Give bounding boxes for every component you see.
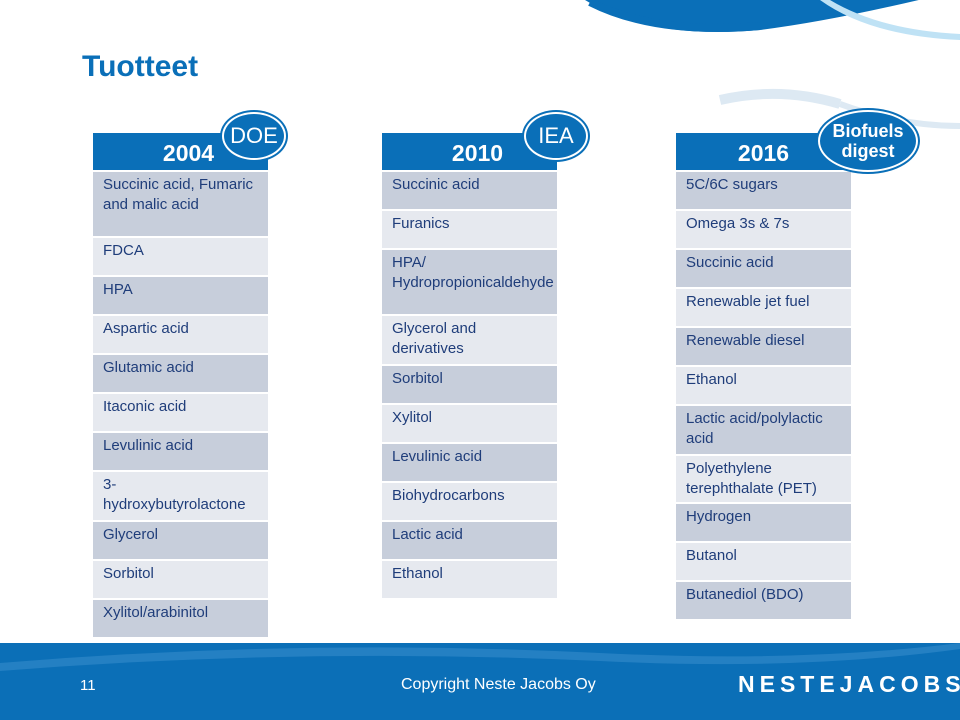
list-item: Polyethylene terephthalate (PET) (676, 456, 851, 502)
list-item: Levulinic acid (93, 433, 268, 470)
list-item: Aspartic acid (93, 316, 268, 353)
list-item: Butanol (676, 543, 851, 580)
source-badge-iea: IEA (524, 112, 588, 160)
badge-line: Biofuels (832, 121, 904, 141)
list-item: HPA (93, 277, 268, 314)
list-item: 3-hydroxybutyrolactone (93, 472, 268, 520)
footer-wave (0, 643, 960, 671)
badge-line: digest (841, 141, 895, 161)
list-item: Glycerol (93, 522, 268, 559)
column-2016: 2016 5C/6C sugars Omega 3s & 7s Succinic… (676, 133, 851, 621)
list-item: 5C/6C sugars (676, 172, 851, 209)
list-item: Succinic acid (676, 250, 851, 287)
list-item: Omega 3s & 7s (676, 211, 851, 248)
list-item: Glutamic acid (93, 355, 268, 392)
list-item: Levulinic acid (382, 444, 557, 481)
column-2004: 2004 Succinic acid, Fumaric and malic ac… (93, 133, 268, 639)
year-label: 2004 (162, 140, 215, 166)
year-label: 2016 (737, 140, 790, 166)
neste-jacobs-logo: NESTEJACOBS (738, 671, 960, 697)
list-item: Xylitol/arabinitol (93, 600, 268, 637)
list-item: Ethanol (676, 367, 851, 404)
page-number: 11 (80, 677, 96, 694)
list-item: Glycerol and derivatives (382, 316, 557, 364)
list-item: Succinic acid, Fumaric and malic acid (93, 172, 268, 236)
list-item: Itaconic acid (93, 394, 268, 431)
page-title: Tuotteet (82, 50, 199, 83)
list-item: Succinic acid (382, 172, 557, 209)
year-label: 2010 (451, 140, 504, 166)
column-header: 2004 (93, 133, 268, 170)
list-item: Sorbitol (382, 366, 557, 403)
column-2010: 2010 Succinic acid Furanics HPA/ Hydropr… (382, 133, 557, 600)
list-item: Furanics (382, 211, 557, 248)
list-item: Hydrogen (676, 504, 851, 541)
footer-bar: 11 Copyright Neste Jacobs Oy NESTEJACOBS (0, 643, 960, 720)
list-item: Lactic acid (382, 522, 557, 559)
list-item: FDCA (93, 238, 268, 275)
list-item: Renewable jet fuel (676, 289, 851, 326)
list-item: Lactic acid/polylactic acid (676, 406, 851, 454)
list-item: HPA/ Hydropropionicaldehyde (382, 250, 557, 314)
list-item: Renewable diesel (676, 328, 851, 365)
list-item: Xylitol (382, 405, 557, 442)
source-badge-biofuels-digest: Biofuels digest (818, 110, 918, 172)
copyright-text: Copyright Neste Jacobs Oy (401, 676, 596, 693)
list-item: Ethanol (382, 561, 557, 598)
list-item: Sorbitol (93, 561, 268, 598)
list-item: Biohydrocarbons (382, 483, 557, 520)
list-item: Butanediol (BDO) (676, 582, 851, 619)
source-badge-doe: DOE (222, 112, 286, 160)
